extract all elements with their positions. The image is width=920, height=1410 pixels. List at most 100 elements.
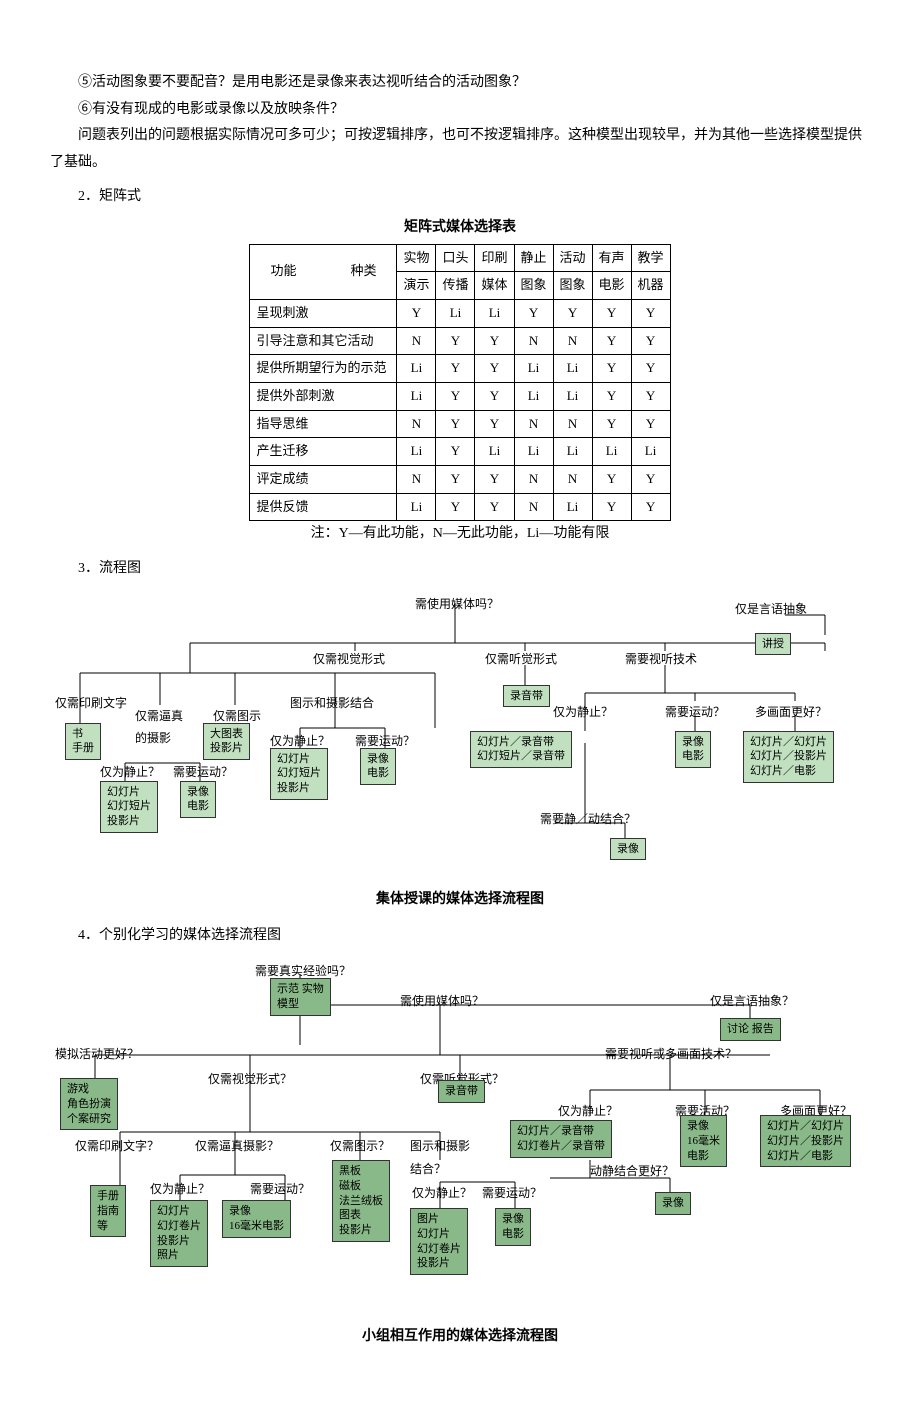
matrix-legend: 注：Y—有此功能，N—无此功能，Li—功能有限 — [50, 521, 870, 548]
matrix-cell: Li — [631, 438, 670, 466]
matrix-cell: Y — [592, 466, 631, 494]
matrix-cell: Y — [475, 466, 514, 494]
table-row: 提供外部刺激LiYYLiLiYY — [250, 383, 670, 411]
f1-q-top: 需使用媒体吗？ — [415, 593, 499, 616]
matrix-cell: Y — [475, 355, 514, 383]
matrix-cell: Li — [475, 438, 514, 466]
matrix-cell: Li — [397, 383, 436, 411]
matrix-row-label: 指导思维 — [250, 410, 397, 438]
table-row: 提供反馈LiYYNLiYY — [250, 493, 670, 521]
matrix-cell: Li — [514, 383, 553, 411]
f2-disc: 讨论 报告 — [720, 1018, 781, 1041]
matrix-col-5-l1: 有声 — [592, 244, 631, 272]
matrix-cell: Y — [475, 327, 514, 355]
f1-q-aud: 仅需听觉形式 — [485, 648, 557, 671]
matrix-cell: Y — [475, 493, 514, 521]
matrix-cell: Li — [397, 438, 436, 466]
f1-book: 书 手册 — [65, 723, 101, 761]
matrix-cell: Y — [397, 299, 436, 327]
f1-q-multi: 多画面更好？ — [755, 701, 827, 724]
matrix-cell: Li — [553, 438, 592, 466]
f2-q-avt: 需要视听或多画面技术？ — [605, 1043, 737, 1066]
matrix-table: 功能 种类 实物 口头 印刷 静止 活动 有声 教学 演示 传播 媒体 图象 图… — [249, 244, 670, 522]
f1-q-combo: 图示和摄影结合 — [290, 692, 374, 715]
paragraph-6: ⑥有没有现成的电影或录像以及放映条件？ — [50, 97, 870, 124]
matrix-cell: N — [514, 410, 553, 438]
matrix-col-3-l1: 静止 — [514, 244, 553, 272]
f1-lecture: 讲授 — [755, 633, 791, 656]
f1-q-photo: 仅需逼真 的摄影 — [135, 705, 183, 751]
f2-video2: 录像 电影 — [495, 1208, 531, 1246]
matrix-cell: Y — [436, 493, 475, 521]
matrix-cell: N — [553, 327, 592, 355]
matrix-cell: Y — [436, 383, 475, 411]
matrix-cell: Y — [436, 355, 475, 383]
matrix-row-label: 提供外部刺激 — [250, 383, 397, 411]
f2-q-move1a: 仅为静止？ — [150, 1178, 210, 1201]
matrix-col-6-l2: 机器 — [631, 272, 670, 300]
matrix-cell: Y — [436, 327, 475, 355]
matrix-cell: N — [397, 410, 436, 438]
matrix-cell: Y — [592, 355, 631, 383]
matrix-cell: Li — [397, 355, 436, 383]
matrix-col-0-l2: 演示 — [397, 272, 436, 300]
matrix-col-1-l1: 口头 — [436, 244, 475, 272]
matrix-col-6-l1: 教学 — [631, 244, 670, 272]
f1-slide3: 幻灯片／录音带 幻灯短片／录音带 — [470, 731, 572, 769]
matrix-cell: Li — [553, 355, 592, 383]
f1-video3: 录像 电影 — [675, 731, 711, 769]
flowchart-1: 需使用媒体吗？ 仅是言语抽象 仅需视觉形式 仅需听觉形式 需要视听技术 讲授 录… — [55, 593, 865, 883]
section-3-header: 3．流程图 — [50, 556, 870, 583]
matrix-cell: N — [514, 493, 553, 521]
table-row: 产生迁移LiYLiLiLiLiLi — [250, 438, 670, 466]
matrix-cell: Y — [592, 299, 631, 327]
section-2-header: 2．矩阵式 — [50, 184, 870, 211]
f1-q-sdmix: 需要静／动结合？ — [540, 808, 636, 831]
f2-manual: 手册 指南 等 — [90, 1185, 126, 1238]
matrix-col-4-l2: 图象 — [553, 272, 592, 300]
matrix-cell: Li — [475, 299, 514, 327]
matrix-col-2-l2: 媒体 — [475, 272, 514, 300]
matrix-cell: N — [514, 327, 553, 355]
f2-demo: 示范 实物 模型 — [270, 978, 331, 1016]
f2-slide1: 幻灯片 幻灯卷片 投影片 照片 — [150, 1200, 208, 1267]
f2-pic: 图片 幻灯片 幻灯卷片 投影片 — [410, 1208, 468, 1275]
matrix-cell: Y — [475, 410, 514, 438]
matrix-cell: Y — [592, 327, 631, 355]
matrix-col-5-l2: 电影 — [592, 272, 631, 300]
f2-q-abs: 仅是言语抽象？ — [710, 990, 794, 1013]
f2-q-sdmix: 动静结合更好？ — [590, 1160, 674, 1183]
f1-slide4: 幻灯片／幻灯片 幻灯片／投影片 幻灯片／电影 — [743, 731, 834, 784]
matrix-row-label: 引导注意和其它活动 — [250, 327, 397, 355]
matrix-row-label: 提供反馈 — [250, 493, 397, 521]
matrix-cell: Li — [592, 438, 631, 466]
matrix-cell: Y — [475, 383, 514, 411]
flowchart-2: 需要真实经验吗？ 示范 实物 模型 需使用媒体吗？ 仅是言语抽象？ 讨论 报告 … — [50, 960, 880, 1320]
matrix-cell: N — [397, 466, 436, 494]
section-4-header: 4．个别化学习的媒体选择流程图 — [50, 923, 870, 950]
f2-tape: 录音带 — [438, 1080, 485, 1103]
matrix-cell: N — [397, 327, 436, 355]
matrix-row-label: 提供所期望行为的示范 — [250, 355, 397, 383]
paragraph-note: 问题表列出的问题根据实际情况可多可少；可按逻辑排序，也可不按逻辑排序。这种模型出… — [50, 123, 870, 176]
matrix-col-3-l2: 图象 — [514, 272, 553, 300]
f1-slide2: 幻灯片 幻灯短片 投影片 — [270, 748, 328, 801]
matrix-col-0-l1: 实物 — [397, 244, 436, 272]
f2-slidetape: 幻灯片／录音带 幻灯卷片／录音带 — [510, 1120, 612, 1158]
matrix-cell: Y — [631, 493, 670, 521]
matrix-cell: Y — [436, 410, 475, 438]
f1-video4: 录像 — [610, 838, 646, 861]
f2-q-print: 仅需印刷文字？ — [75, 1135, 159, 1158]
matrix-header-func: 功能 — [270, 263, 296, 278]
f2-video3: 录像 16毫米 电影 — [680, 1115, 727, 1168]
matrix-cell: Y — [592, 410, 631, 438]
matrix-row-label: 评定成绩 — [250, 466, 397, 494]
flow2-title: 小组相互作用的媒体选择流程图 — [50, 1324, 870, 1351]
matrix-row-label: 呈现刺激 — [250, 299, 397, 327]
f2-q-move2b: 需要运动？ — [482, 1182, 542, 1205]
f2-q-vis: 仅需视觉形式？ — [208, 1068, 292, 1091]
table-row: 评定成绩NYYNNYY — [250, 466, 670, 494]
f1-q-still1: 仅为静止？ — [553, 701, 613, 724]
f2-q-combo: 图示和摄影 结合？ — [410, 1135, 470, 1181]
f2-q-move1b: 需要运动？ — [250, 1178, 310, 1201]
